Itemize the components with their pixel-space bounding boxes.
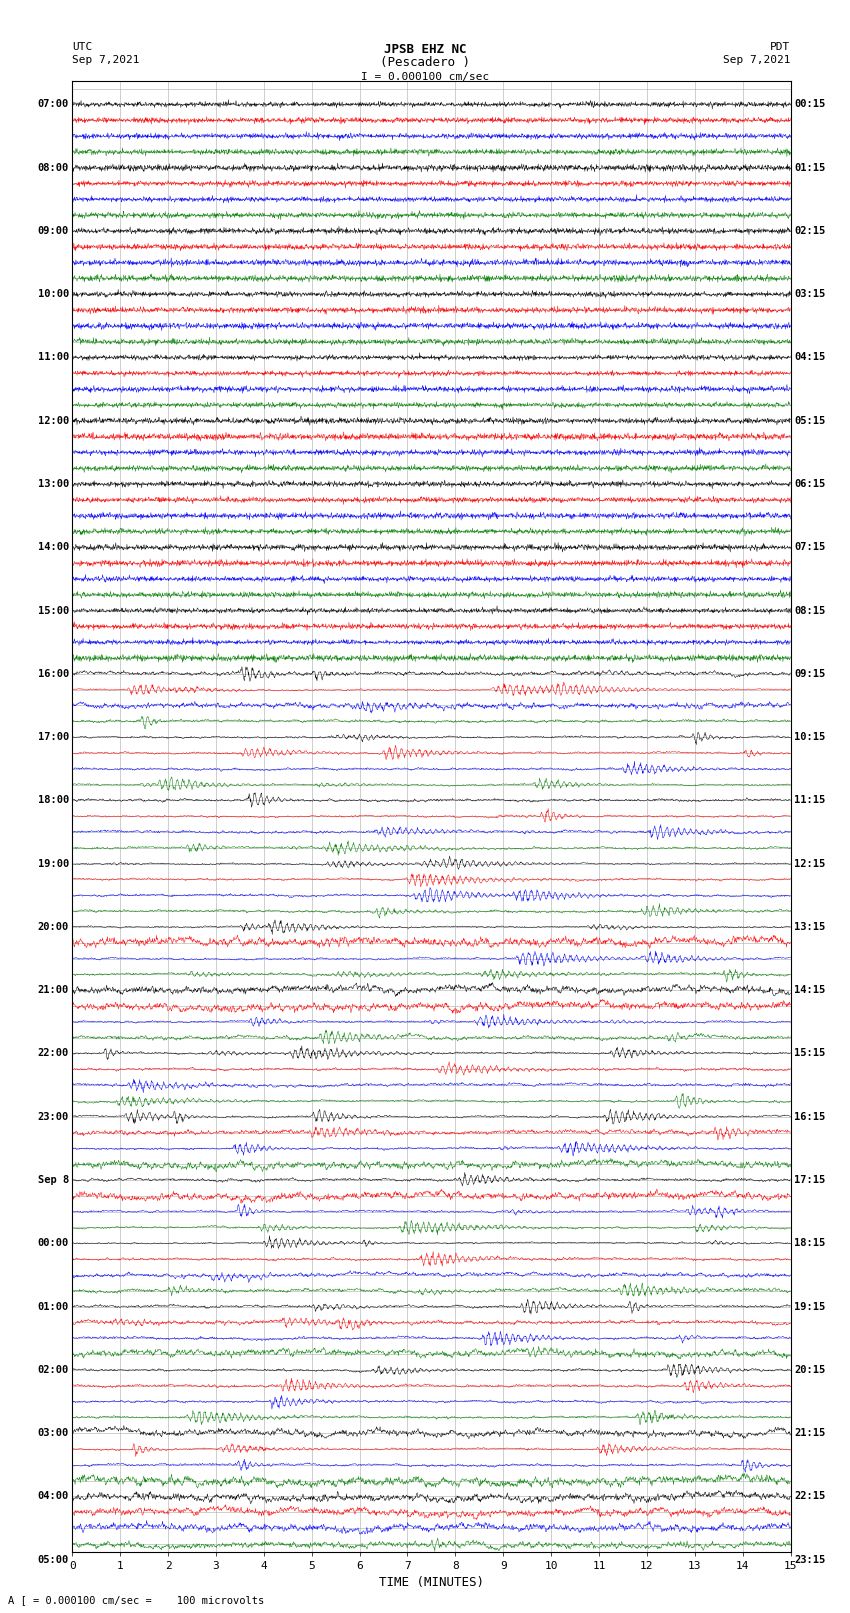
Text: 03:15: 03:15: [794, 289, 825, 298]
Text: 15:00: 15:00: [37, 605, 69, 616]
Text: 04:00: 04:00: [37, 1492, 69, 1502]
Text: 07:00: 07:00: [37, 100, 69, 110]
Text: 22:15: 22:15: [794, 1492, 825, 1502]
Text: 03:00: 03:00: [37, 1428, 69, 1439]
Text: 16:00: 16:00: [37, 669, 69, 679]
Text: 15:15: 15:15: [794, 1048, 825, 1058]
Text: 14:00: 14:00: [37, 542, 69, 552]
Text: 07:15: 07:15: [794, 542, 825, 552]
Text: 11:00: 11:00: [37, 353, 69, 363]
Text: 08:15: 08:15: [794, 605, 825, 616]
Text: PDT: PDT: [770, 42, 790, 52]
Text: 16:15: 16:15: [794, 1111, 825, 1121]
Text: 19:15: 19:15: [794, 1302, 825, 1311]
Text: 11:15: 11:15: [794, 795, 825, 805]
Text: 09:15: 09:15: [794, 669, 825, 679]
Text: 23:00: 23:00: [37, 1111, 69, 1121]
Text: 21:00: 21:00: [37, 986, 69, 995]
Text: 10:00: 10:00: [37, 289, 69, 298]
Text: 20:00: 20:00: [37, 923, 69, 932]
Text: 13:00: 13:00: [37, 479, 69, 489]
Text: 04:15: 04:15: [794, 353, 825, 363]
Text: 00:00: 00:00: [37, 1239, 69, 1248]
Text: A [ = 0.000100 cm/sec =    100 microvolts: A [ = 0.000100 cm/sec = 100 microvolts: [8, 1595, 264, 1605]
Text: JPSB EHZ NC: JPSB EHZ NC: [383, 44, 467, 56]
Text: 02:15: 02:15: [794, 226, 825, 235]
Text: 00:15: 00:15: [794, 100, 825, 110]
Text: 12:15: 12:15: [794, 858, 825, 869]
Text: 08:00: 08:00: [37, 163, 69, 173]
Text: 14:15: 14:15: [794, 986, 825, 995]
Text: UTC: UTC: [72, 42, 93, 52]
Text: Sep 7,2021: Sep 7,2021: [72, 55, 139, 65]
Text: 18:00: 18:00: [37, 795, 69, 805]
Text: 19:00: 19:00: [37, 858, 69, 869]
Text: 02:00: 02:00: [37, 1365, 69, 1374]
Text: 18:15: 18:15: [794, 1239, 825, 1248]
Text: 13:15: 13:15: [794, 923, 825, 932]
Text: 10:15: 10:15: [794, 732, 825, 742]
Text: 12:00: 12:00: [37, 416, 69, 426]
Text: I = 0.000100 cm/sec: I = 0.000100 cm/sec: [361, 73, 489, 82]
Text: 22:00: 22:00: [37, 1048, 69, 1058]
Text: 01:00: 01:00: [37, 1302, 69, 1311]
Text: 05:00: 05:00: [37, 1555, 69, 1565]
Text: Sep 7,2021: Sep 7,2021: [723, 55, 791, 65]
Text: 06:15: 06:15: [794, 479, 825, 489]
Text: 17:00: 17:00: [37, 732, 69, 742]
Text: 01:15: 01:15: [794, 163, 825, 173]
Text: 23:15: 23:15: [794, 1555, 825, 1565]
Text: 17:15: 17:15: [794, 1174, 825, 1186]
X-axis label: TIME (MINUTES): TIME (MINUTES): [379, 1576, 484, 1589]
Text: 09:00: 09:00: [37, 226, 69, 235]
Text: 20:15: 20:15: [794, 1365, 825, 1374]
Text: 21:15: 21:15: [794, 1428, 825, 1439]
Text: (Pescadero ): (Pescadero ): [380, 56, 470, 69]
Text: 05:15: 05:15: [794, 416, 825, 426]
Text: Sep 8: Sep 8: [37, 1174, 69, 1186]
